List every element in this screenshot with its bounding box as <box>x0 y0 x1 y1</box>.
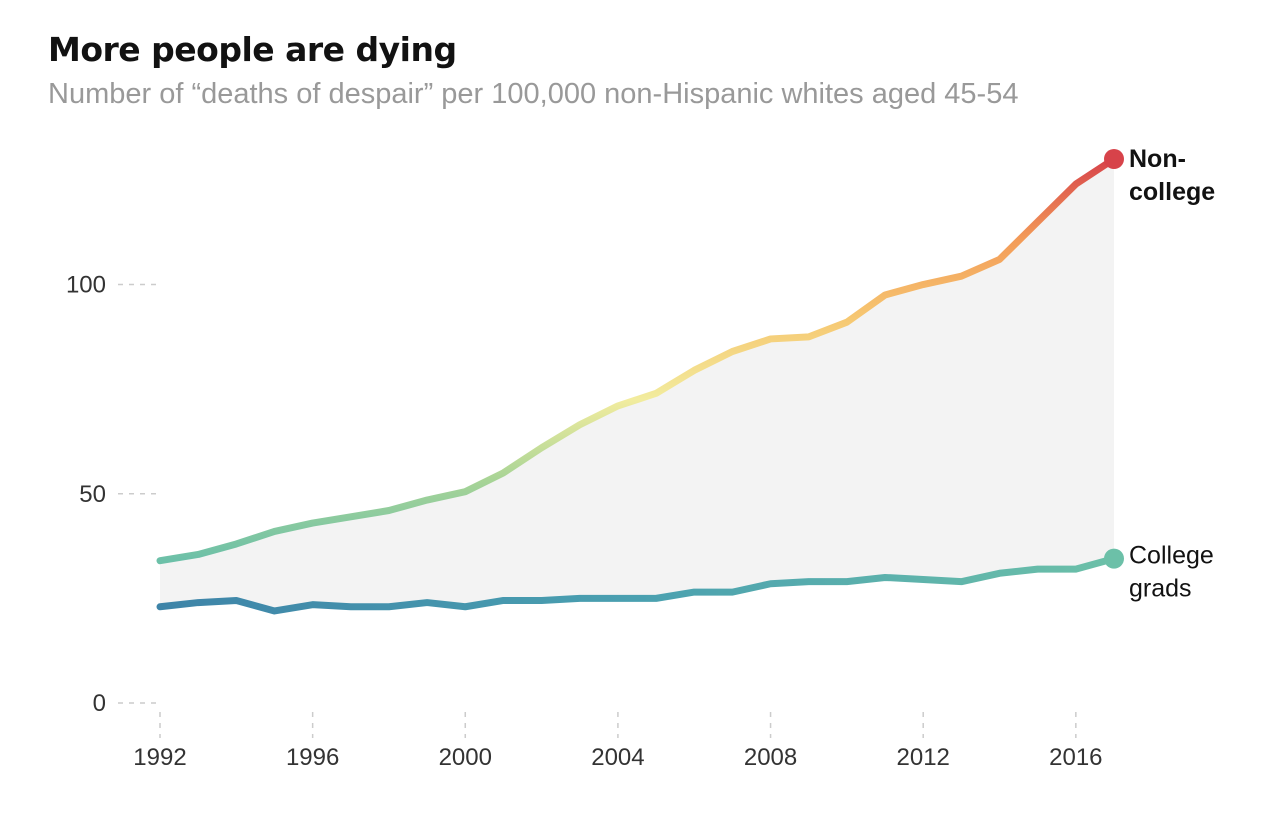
non-college-point <box>233 541 239 547</box>
non-college-point <box>386 508 392 514</box>
college-grads-point <box>462 604 468 610</box>
college-grads-point <box>997 570 1003 576</box>
chart-title: More people are dying <box>48 30 457 69</box>
non-college-point <box>882 292 888 298</box>
college-grads-point <box>348 604 354 610</box>
college-grads-point <box>615 595 621 601</box>
non-college-point <box>348 514 354 520</box>
non-college-label: Non- <box>1129 145 1186 173</box>
college-grads-point <box>233 597 239 603</box>
non-college-point <box>653 390 659 396</box>
non-college-point <box>729 348 735 354</box>
label-layer: Non-college College grads <box>1129 145 1215 603</box>
non-college-point <box>271 528 277 534</box>
x-tick-label: 2016 <box>1049 744 1102 771</box>
non-college-point <box>577 422 583 428</box>
college-grads-point <box>500 597 506 603</box>
non-college-point <box>768 336 774 342</box>
x-tick-label: 2000 <box>439 744 492 771</box>
y-tick-label: 100 <box>66 272 106 299</box>
non-college-point <box>997 256 1003 262</box>
x-tick-label: 1992 <box>133 744 186 771</box>
college-grads-label: College <box>1129 542 1214 570</box>
college-grads-point <box>195 600 201 606</box>
college-grads-point <box>691 589 697 595</box>
non-college-point <box>806 334 812 340</box>
college-grads-point <box>768 581 774 587</box>
non-college-label: college <box>1129 178 1215 206</box>
grid-layer: 0 50 100 1992 1996 2000 2004 2008 2012 2016 <box>66 272 1103 771</box>
non-college-point <box>691 367 697 373</box>
college-grads-point <box>653 595 659 601</box>
college-grads-point <box>310 602 316 608</box>
college-grads-point <box>882 574 888 580</box>
non-college-line <box>156 155 1118 565</box>
college-grads-point <box>271 608 277 614</box>
y-tick-label: 0 <box>93 690 106 717</box>
non-college-point <box>844 319 850 325</box>
college-grads-point <box>1035 566 1041 572</box>
chart-subtitle: Number of “deaths of despair” per 100,00… <box>48 78 1019 110</box>
non-college-point <box>1073 181 1079 187</box>
college-grads-point <box>920 577 926 583</box>
non-college-point <box>539 445 545 451</box>
y-tick-label: 50 <box>79 481 106 508</box>
gap-area <box>160 159 1114 611</box>
non-college-point <box>310 520 316 526</box>
college-grads-label: grads <box>1129 575 1192 603</box>
college-grads-point <box>386 604 392 610</box>
x-tick-label: 2004 <box>591 744 644 771</box>
non-college-point <box>424 497 430 503</box>
x-tick-label: 2012 <box>897 744 950 771</box>
non-college-end-dot <box>1104 149 1124 169</box>
college-grads-point <box>1073 566 1079 572</box>
college-grads-line <box>156 555 1118 615</box>
college-grads-point <box>157 604 163 610</box>
non-college-point <box>1035 219 1041 225</box>
college-grads-point <box>424 600 430 606</box>
non-college-point <box>920 282 926 288</box>
non-college-point <box>958 273 964 279</box>
college-grads-point <box>958 579 964 585</box>
x-tick-label: 1996 <box>286 744 339 771</box>
college-grads-point <box>806 579 812 585</box>
college-grads-point <box>577 595 583 601</box>
non-college-point <box>615 403 621 409</box>
non-college-point <box>195 551 201 557</box>
college-grads-point <box>539 597 545 603</box>
college-grads-end-dot <box>1104 548 1124 569</box>
series-layer <box>156 149 1124 615</box>
non-college-point <box>462 489 468 495</box>
non-college-point <box>500 470 506 476</box>
non-college-point <box>157 558 163 564</box>
college-grads-point <box>729 589 735 595</box>
x-tick-label: 2008 <box>744 744 797 771</box>
college-grads-point <box>844 579 850 585</box>
